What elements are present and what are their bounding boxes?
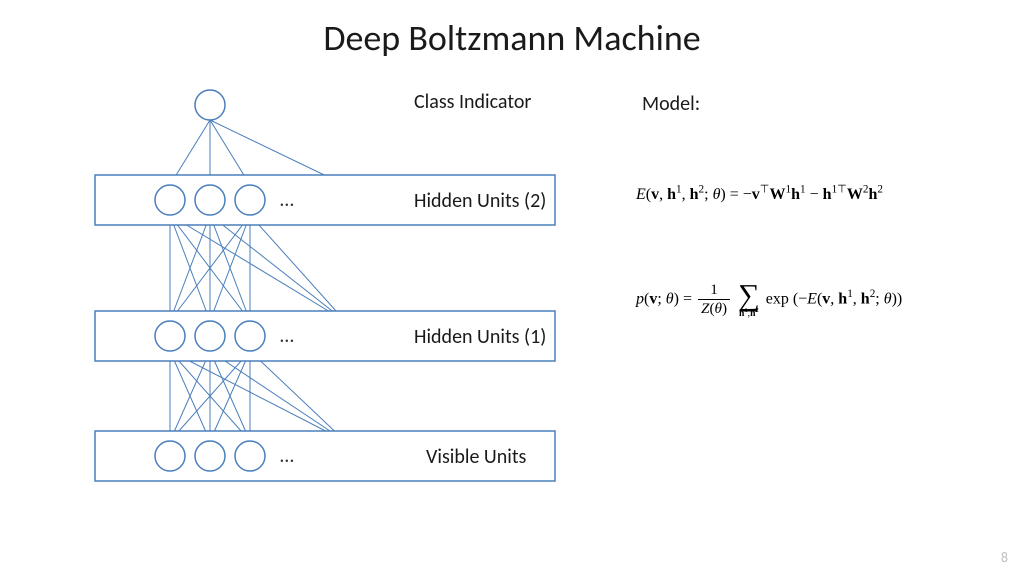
label-hidden-units-1: Hidden Units (1) — [414, 325, 546, 349]
label-class-indicator: Class Indicator — [414, 90, 531, 114]
page-number: 8 — [1001, 549, 1008, 566]
equation-probability: p(v; θ) = 1Z(θ) ∑h1,h2 exp (−E(v, h1, h2… — [636, 280, 902, 319]
ellipsis-v: … — [280, 444, 294, 468]
equation-energy: E(v, h1, h2; θ) = −v⊤W1h1 − h1⊤W2h2 — [636, 186, 883, 204]
ellipsis-h2: … — [280, 188, 294, 212]
dbm-network-diagram — [0, 0, 600, 560]
ellipsis-h1: … — [280, 324, 294, 348]
label-model: Model: — [642, 92, 700, 116]
label-hidden-units-2: Hidden Units (2) — [414, 189, 546, 213]
label-visible-units: Visible Units — [426, 445, 526, 469]
